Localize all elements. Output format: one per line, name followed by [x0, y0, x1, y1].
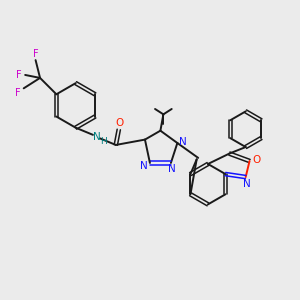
Text: N: N	[169, 164, 176, 174]
Text: F: F	[33, 49, 38, 58]
Text: F: F	[15, 88, 21, 98]
Text: F: F	[16, 70, 22, 80]
Text: N: N	[179, 136, 187, 146]
Text: O: O	[115, 118, 124, 128]
Text: O: O	[252, 154, 260, 164]
Text: H: H	[100, 137, 106, 146]
Text: N: N	[93, 132, 101, 142]
Text: N: N	[140, 161, 148, 171]
Text: N: N	[243, 178, 251, 189]
